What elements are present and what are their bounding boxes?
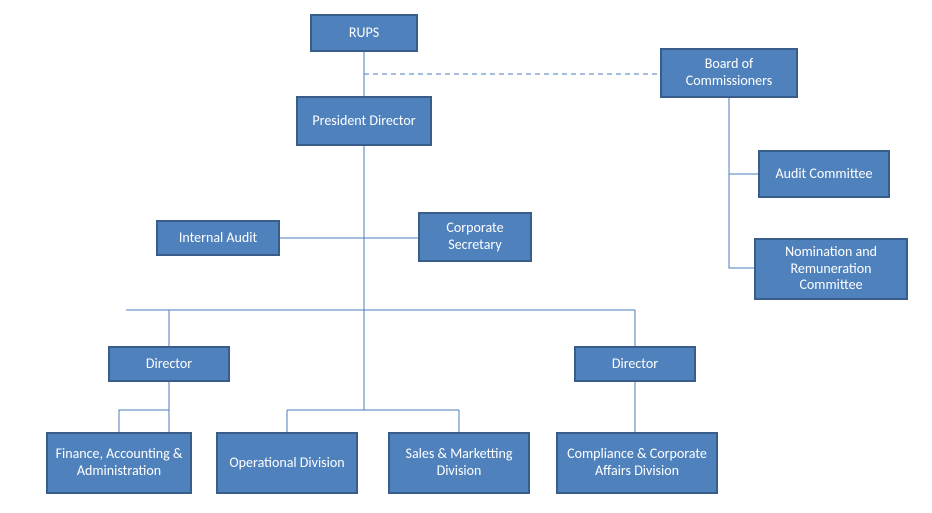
node-finance: Finance, Accounting & Administration — [46, 432, 192, 494]
node-compliance: Compliance & Corporate Affairs Division — [556, 432, 718, 494]
node-nomination-remuneration: Nomination and Remuneration Committee — [754, 238, 908, 300]
node-label: President Director — [312, 113, 415, 130]
node-label: Board of Commissioners — [668, 56, 790, 90]
org-chart-container: RUPS President Director Board of Commiss… — [0, 0, 932, 513]
node-director-left: Director — [108, 346, 230, 382]
node-operational: Operational Division — [216, 432, 358, 494]
node-corporate-secretary: Corporate Secretary — [418, 212, 532, 262]
node-audit-committee: Audit Committee — [758, 150, 890, 198]
node-label: Nomination and Remuneration Committee — [762, 244, 900, 294]
node-label: Director — [612, 356, 658, 373]
node-sales: Sales & Marketting Division — [388, 432, 530, 494]
node-label: Corporate Secretary — [426, 220, 524, 254]
node-director-right: Director — [574, 346, 696, 382]
node-label: Sales & Marketting Division — [396, 446, 522, 480]
node-label: Audit Committee — [776, 166, 873, 183]
node-label: Compliance & Corporate Affairs Division — [564, 446, 710, 480]
node-label: Finance, Accounting & Administration — [54, 446, 184, 480]
node-label: Operational Division — [229, 455, 344, 472]
node-label: RUPS — [349, 25, 379, 42]
node-label: Internal Audit — [179, 230, 257, 247]
node-board-of-commissioners: Board of Commissioners — [660, 48, 798, 98]
node-president: President Director — [296, 96, 432, 146]
node-internal-audit: Internal Audit — [156, 220, 280, 256]
node-label: Director — [146, 356, 192, 373]
node-rups: RUPS — [310, 14, 418, 52]
